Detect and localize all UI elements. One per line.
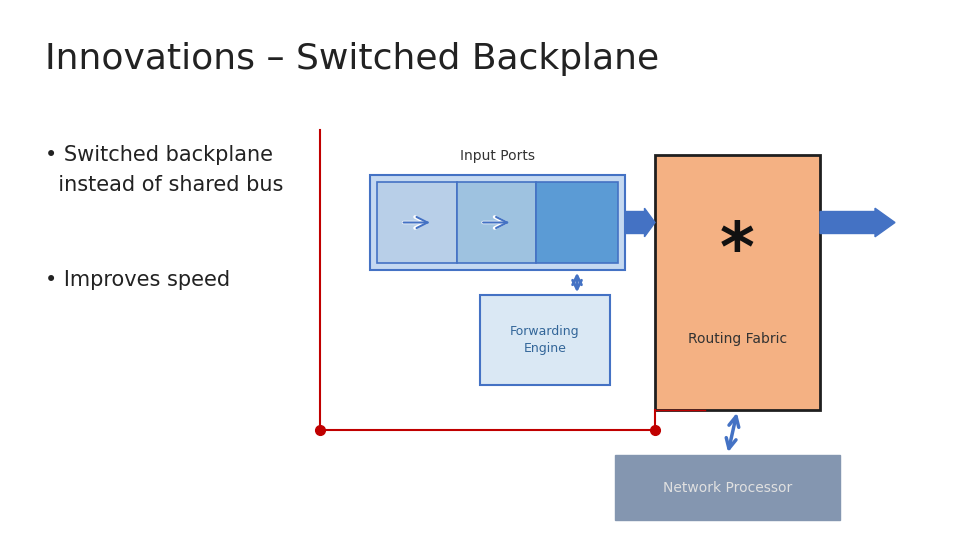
Text: Network Processor: Network Processor [662, 481, 792, 495]
Bar [370, 175, 625, 270]
Text: • Switched backplane
  instead of shared bus: • Switched backplane instead of shared b… [45, 145, 283, 194]
FancyArrow shape [625, 208, 655, 237]
Text: Input Ports: Input Ports [460, 149, 535, 163]
Bar [457, 182, 536, 263]
FancyArrow shape [820, 208, 895, 237]
Text: *: * [720, 219, 755, 285]
Text: Innovations – Switched Backplane: Innovations – Switched Backplane [45, 42, 660, 76]
Text: • Improves speed: • Improves speed [45, 270, 230, 290]
Bar [480, 295, 610, 385]
Bar [655, 155, 820, 410]
Bar [536, 182, 618, 263]
Bar [377, 182, 457, 263]
Text: Forwarding
Engine: Forwarding Engine [510, 325, 580, 355]
Bar [615, 455, 840, 520]
Text: Routing Fabric: Routing Fabric [688, 332, 787, 346]
